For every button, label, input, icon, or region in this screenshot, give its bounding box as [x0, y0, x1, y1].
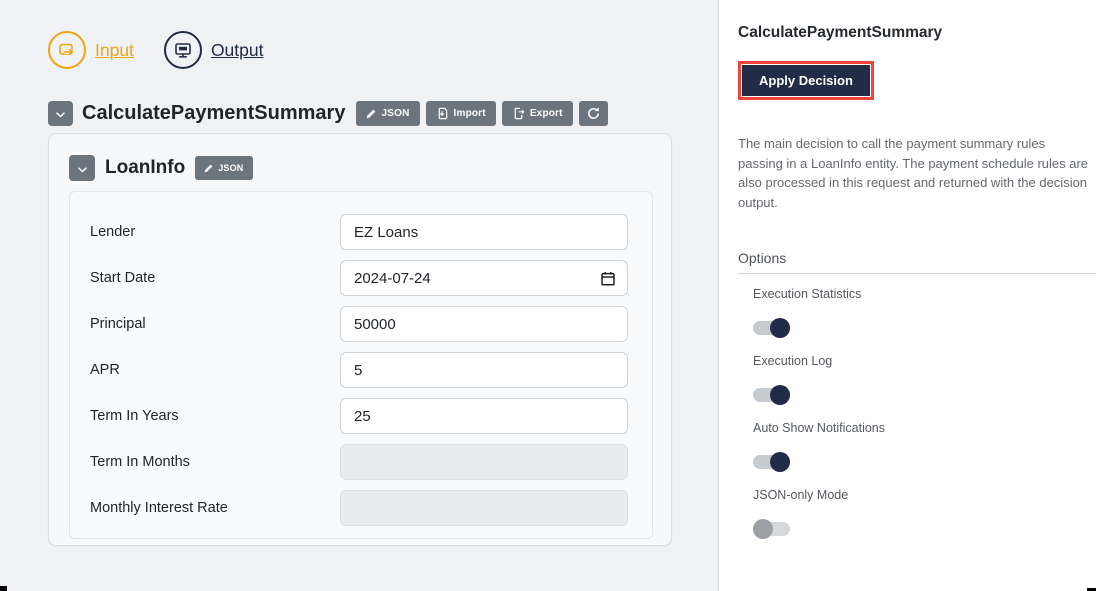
- pencil-icon: [204, 164, 213, 172]
- auto-show-notifications-label: Auto Show Notifications: [753, 421, 886, 435]
- start-date-label: Start Date: [90, 270, 156, 286]
- panel-title: CalculatePaymentSummary: [738, 24, 943, 41]
- monthly-interest-rate-label: Monthly Interest Rate: [90, 500, 228, 516]
- decision-title: CalculatePaymentSummary: [82, 102, 346, 124]
- start-date-input-box: [340, 260, 628, 296]
- execution-statistics-toggle[interactable]: [753, 318, 790, 338]
- file-arrow-right-icon: [514, 107, 525, 120]
- term-in-months-input: [341, 445, 627, 479]
- lender-label: Lender: [90, 224, 136, 240]
- form-row-term-in-months: Term In Months: [90, 444, 652, 480]
- lender-input[interactable]: [341, 215, 627, 249]
- term-in-years-input-box: [340, 398, 628, 434]
- import-button[interactable]: Import: [425, 101, 496, 126]
- auto-show-notifications-toggle[interactable]: [753, 452, 790, 472]
- form-row-term-in-years: Term In Years: [90, 398, 652, 434]
- refresh-button[interactable]: [578, 101, 608, 126]
- window-corner-artifact: [1087, 588, 1096, 591]
- input-output-pane: Input Output CalculatePaymentSummary JSO…: [48, 0, 719, 591]
- toggle-knob: [770, 318, 790, 338]
- pencil-icon: [367, 109, 376, 118]
- apply-decision-button[interactable]: Apply Decision: [742, 65, 870, 96]
- option-execution-statistics: Execution Statistics: [753, 287, 1076, 338]
- form-row-apr: APR: [90, 352, 652, 388]
- loaninfo-fieldset: Lender Start Date: [69, 191, 653, 539]
- file-arrow-down-icon: [438, 107, 447, 120]
- decision-side-panel: CalculatePaymentSummary Apply Decision T…: [719, 0, 1096, 591]
- loaninfo-json-button[interactable]: JSON: [195, 156, 253, 180]
- monitor-icon: [163, 31, 202, 69]
- loaninfo-header: LoanInfo JSON: [69, 155, 259, 181]
- loaninfo-title: LoanInfo: [105, 157, 186, 178]
- refresh-icon: [587, 107, 599, 119]
- chevron-down-icon: [56, 106, 65, 121]
- io-tabs: Input Output: [48, 31, 263, 69]
- principal-input[interactable]: [341, 307, 627, 341]
- term-in-months-input-box: [340, 444, 628, 480]
- execution-log-label: Execution Log: [753, 354, 833, 368]
- tab-input[interactable]: Input: [48, 31, 134, 69]
- chevron-down-icon: [77, 161, 87, 176]
- json-only-mode-toggle[interactable]: [753, 519, 790, 539]
- decision-header: CalculatePaymentSummary JSON Import Expo…: [48, 101, 608, 126]
- options-heading: Options: [738, 250, 1096, 274]
- start-date-input[interactable]: [341, 261, 627, 295]
- term-in-months-label: Term In Months: [90, 454, 190, 470]
- toggle-knob: [770, 452, 790, 472]
- export-button[interactable]: Export: [501, 101, 573, 126]
- apr-input[interactable]: [341, 353, 627, 387]
- export-label: Export: [529, 108, 563, 119]
- decision-collapse-button[interactable]: [48, 101, 73, 126]
- import-label: Import: [453, 108, 486, 119]
- form-row-principal: Principal: [90, 306, 652, 342]
- form-row-start-date: Start Date: [90, 260, 652, 296]
- box-arrow-right-icon: [48, 31, 86, 69]
- decision-json-label: JSON: [381, 108, 410, 119]
- form-row-lender: Lender: [90, 214, 652, 250]
- window-corner-artifact: [0, 586, 7, 591]
- execution-statistics-label: Execution Statistics: [753, 287, 862, 301]
- principal-input-box: [340, 306, 628, 342]
- apr-input-box: [340, 352, 628, 388]
- tab-output[interactable]: Output: [163, 31, 264, 69]
- calendar-icon[interactable]: [601, 271, 615, 291]
- option-auto-show-notifications: Auto Show Notifications: [753, 421, 1076, 472]
- principal-label: Principal: [90, 316, 146, 332]
- loaninfo-collapse-button[interactable]: [69, 155, 95, 181]
- lender-input-box: [340, 214, 628, 250]
- loaninfo-json-label: JSON: [218, 163, 244, 173]
- option-execution-log: Execution Log: [753, 354, 1076, 405]
- term-in-years-label: Term In Years: [90, 408, 179, 424]
- tab-output-label: Output: [210, 39, 264, 60]
- apply-decision-highlight: Apply Decision: [738, 61, 874, 100]
- execution-log-toggle[interactable]: [753, 385, 790, 405]
- option-json-only-mode: JSON-only Mode: [753, 488, 1076, 539]
- apr-label: APR: [90, 362, 120, 378]
- tab-input-label: Input: [95, 39, 134, 60]
- monthly-interest-rate-input: [341, 491, 627, 525]
- monthly-interest-rate-input-box: [340, 490, 628, 526]
- form-row-monthly-interest-rate: Monthly Interest Rate: [90, 490, 652, 526]
- term-in-years-input[interactable]: [341, 399, 627, 433]
- toggle-knob: [770, 385, 790, 405]
- decision-json-button[interactable]: JSON: [356, 101, 420, 126]
- toggle-knob: [753, 519, 773, 539]
- decision-card: LoanInfo JSON Lender Start Date: [48, 133, 672, 546]
- json-only-mode-label: JSON-only Mode: [753, 488, 849, 502]
- decision-description: The main decision to call the payment su…: [738, 136, 1089, 210]
